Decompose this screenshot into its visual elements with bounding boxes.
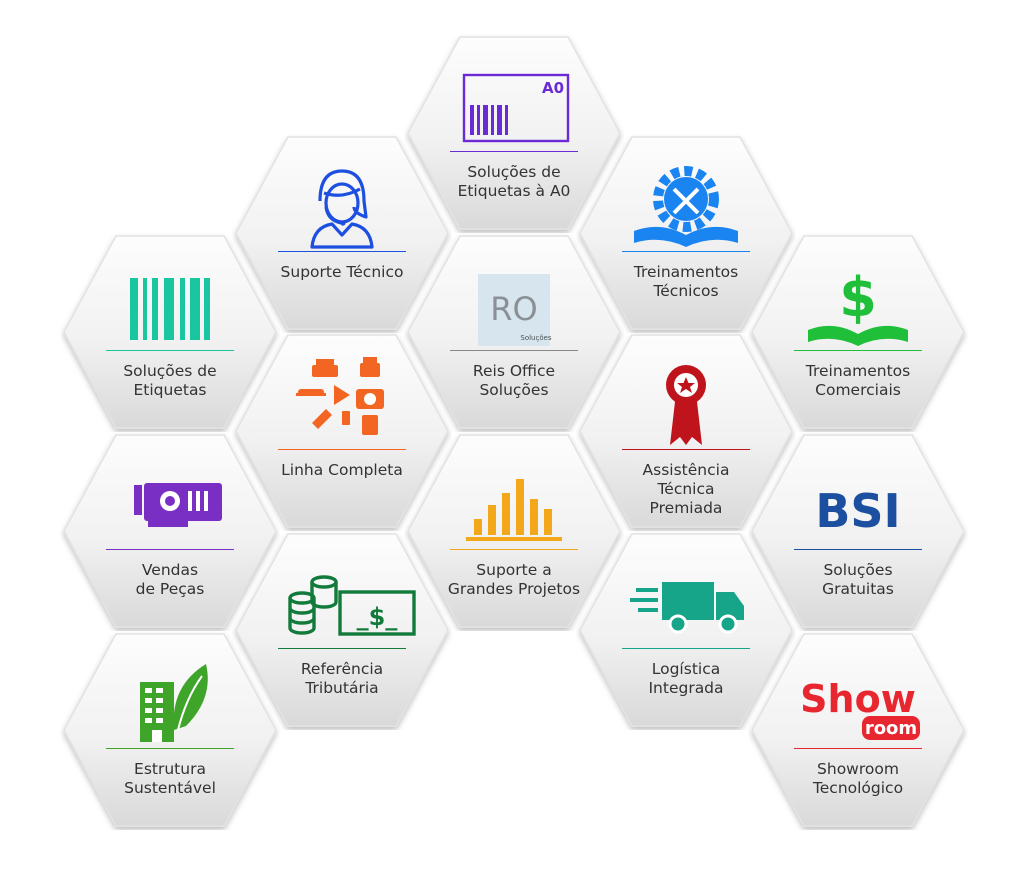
barcode-a0-icon: A0 (462, 73, 570, 143)
award-ribbon-icon (666, 365, 706, 445)
divider (794, 350, 922, 352)
tile-reis-office[interactable]: RO Soluções Reis Office Soluções (404, 232, 624, 432)
bsi-logo-icon: BSI (815, 484, 900, 538)
bar-chart-icon (466, 479, 562, 541)
tile-label: Reis Office Soluções (472, 362, 556, 399)
svg-text:BSI: BSI (815, 484, 900, 538)
tile-bsi[interactable]: BSI Soluções Gratuitas (748, 431, 968, 631)
a0-text: A0 (542, 79, 564, 97)
svg-text:Soluções: Soluções (520, 334, 552, 342)
ro-logo-icon: RO Soluções (478, 274, 552, 346)
divider (794, 748, 922, 750)
divider (622, 449, 750, 451)
tile-linha-completa[interactable]: Linha Completa (232, 331, 452, 531)
tile-solucoes-etiquetas[interactable]: Soluções de Etiquetas (60, 232, 280, 432)
tile-label: Vendas de Peças (135, 561, 205, 598)
green-building-icon (140, 664, 208, 742)
tile-referencia[interactable]: _$_ Referência Tributária (232, 530, 452, 730)
divider (450, 549, 578, 551)
tile-solucoes-a0[interactable]: A0 Soluções de Etiquetas à A0 (404, 33, 624, 233)
barcode-icon (130, 278, 210, 340)
tile-label: Treinamentos Comerciais (805, 362, 911, 399)
tile-label: Suporte a Grandes Projetos (447, 561, 581, 598)
svg-text:RO: RO (490, 290, 537, 328)
tile-label: Treinamentos Técnicos (633, 263, 739, 300)
divider (106, 748, 234, 750)
tile-assistencia[interactable]: Assistência Técnica Premiada (576, 331, 796, 531)
gear-book-tools-icon (634, 166, 738, 247)
svg-text:Show: Show (800, 677, 916, 721)
tile-label: Linha Completa (281, 461, 403, 479)
tile-label: Suporte Técnico (280, 263, 404, 281)
tile-label: Assistência Técnica Premiada (642, 461, 730, 517)
svg-text:room: room (865, 718, 917, 739)
tile-label: Soluções Gratuitas (822, 561, 894, 598)
divider (278, 251, 406, 253)
divider (622, 251, 750, 253)
tile-estrutura[interactable]: Estrutura Sustentável (60, 630, 280, 830)
dollar-book-icon: $ (808, 266, 908, 346)
office-equipment-icon (296, 357, 384, 435)
tile-showroom[interactable]: Show room Showroom Tecnológico (748, 630, 968, 830)
tile-suporte-tecnico[interactable]: Suporte Técnico (232, 133, 452, 333)
divider (278, 648, 406, 650)
tile-label: Showroom Tecnológico (812, 760, 904, 797)
tile-label: Logística Integrada (648, 660, 724, 697)
tile-label: Referência Tributária (300, 660, 384, 697)
delivery-truck-icon (630, 582, 744, 634)
divider (622, 648, 750, 650)
tile-treinamentos-tecnicos[interactable]: Treinamentos Técnicos (576, 133, 796, 333)
tile-vendas-pecas[interactable]: Vendas de Peças (60, 431, 280, 631)
tile-suporte-projetos[interactable]: Suporte a Grandes Projetos (404, 431, 624, 631)
svg-text:_$_: _$_ (357, 603, 398, 631)
showroom-logo-icon: Show room (800, 677, 920, 740)
tile-label: Soluções de Etiquetas à A0 (457, 163, 571, 200)
money-coins-icon: _$_ (288, 575, 416, 636)
divider (450, 151, 578, 153)
svg-text:$: $ (839, 266, 877, 329)
tile-label: Estrutura Sustentável (124, 760, 216, 797)
tile-treinamentos-comerciais[interactable]: $ Treinamentos Comerciais (748, 232, 968, 432)
tile-logistica[interactable]: Logística Integrada (576, 530, 796, 730)
divider (278, 449, 406, 451)
divider (106, 549, 234, 551)
divider (794, 549, 922, 551)
divider (450, 350, 578, 352)
graphics-card-icon (134, 483, 222, 527)
headset-person-icon (310, 169, 374, 249)
divider (106, 350, 234, 352)
tile-label: Soluções de Etiquetas (123, 362, 217, 399)
